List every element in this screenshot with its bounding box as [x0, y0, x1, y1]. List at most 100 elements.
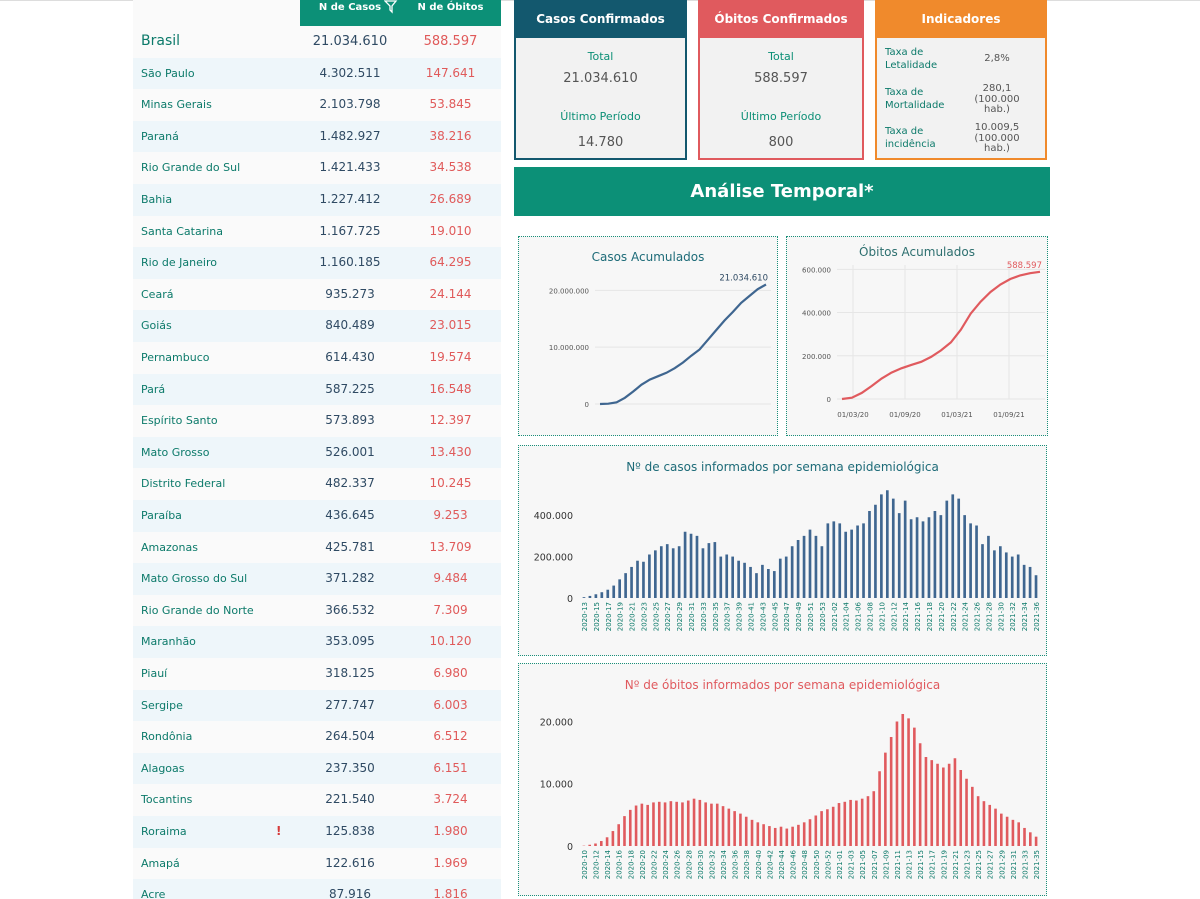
- table-row[interactable]: Mato Grosso do Sul 371.282 9.484: [133, 563, 501, 595]
- row-name: Minas Gerais: [141, 98, 212, 112]
- row-name: Pará: [141, 382, 166, 396]
- y-tick-label: 600.000: [802, 266, 831, 274]
- row-deaths: 24.144: [429, 286, 472, 301]
- row-cases: 1.482.927: [319, 128, 381, 143]
- row-name: Rio Grande do Sul: [141, 161, 241, 175]
- x-tick-label: 2021-31: [1010, 850, 1018, 879]
- row-deaths: 1.969: [433, 855, 468, 870]
- table-row[interactable]: Roraima 125.838 1.980!: [133, 816, 501, 848]
- row-deaths: 13.430: [429, 444, 472, 459]
- row-cases: 318.125: [325, 666, 375, 680]
- x-tick-label: 2020-37: [724, 602, 732, 631]
- row-name: Goiás: [141, 319, 172, 333]
- x-tick-label: 2021-02: [831, 602, 839, 631]
- row-deaths: 23.015: [429, 318, 472, 333]
- x-tick-label: 2020-22: [651, 850, 659, 879]
- row-cases: 436.645: [325, 508, 375, 522]
- y-tick-label: 200.000: [534, 553, 573, 564]
- row-deaths: 6.980: [433, 666, 468, 680]
- header-cases[interactable]: N de Casos: [318, 2, 382, 13]
- table-row[interactable]: Bahia 1.227.412 26.689: [133, 184, 501, 216]
- table-row[interactable]: Espírito Santo 573.893 12.397: [133, 405, 501, 437]
- table-row[interactable]: Paraíba 436.645 9.253: [133, 500, 501, 532]
- x-tick-label: 2020-42: [766, 850, 774, 879]
- x-tick-label: 2021-04: [843, 601, 851, 631]
- table-row[interactable]: Goiás 840.489 23.015: [133, 310, 501, 342]
- temporal-analysis-banner: Análise Temporal*: [514, 167, 1050, 216]
- warning-icon[interactable]: !: [276, 824, 282, 838]
- row-cases: 366.532: [325, 602, 375, 617]
- table-row[interactable]: Minas Gerais 2.103.798 53.845: [133, 89, 501, 121]
- header-deaths[interactable]: N de Óbitos: [417, 2, 484, 13]
- row-deaths: 10.120: [429, 634, 472, 649]
- card-confirmed-cases: Casos Confirmados Total 21.034.610 Últim…: [514, 0, 687, 160]
- table-row[interactable]: Rondônia 264.504 6.512: [133, 721, 501, 753]
- x-tick-label: 2021-13: [906, 850, 914, 879]
- x-tick-label: 2020-46: [790, 849, 798, 879]
- row-name: Paraná: [141, 129, 179, 143]
- table-row[interactable]: Amazonas 425.781 13.709: [133, 532, 501, 564]
- filter-icon[interactable]: [384, 0, 398, 14]
- weekly-deaths-svg: Nº de óbitos informados por semana epide…: [540, 678, 1041, 879]
- table-row[interactable]: Paraná 1.482.927 38.216: [133, 120, 501, 153]
- row-cases: 573.893: [325, 413, 375, 428]
- row-name: Rio de Janeiro: [141, 256, 217, 270]
- row-name: Tocantins: [141, 793, 193, 807]
- x-tick-label: 2020-45: [771, 602, 779, 631]
- table-row[interactable]: São Paulo 4.302.511 147.641: [133, 57, 501, 90]
- table-row[interactable]: Pernambuco 614.430 19.574: [133, 342, 501, 374]
- table-row[interactable]: Santa Catarina 1.167.725 19.010: [133, 216, 501, 248]
- table-row[interactable]: Rio de Janeiro 1.160.185 64.295: [133, 247, 501, 279]
- y-tick-label: 0: [567, 594, 573, 605]
- card-cases-title: Casos Confirmados: [516, 0, 685, 38]
- row-deaths: 9.484: [433, 571, 468, 586]
- row-deaths: 16.548: [429, 381, 472, 396]
- series-line: [841, 270, 1041, 401]
- x-tick-label: 2020-41: [748, 602, 756, 631]
- row-name: Roraima: [141, 825, 187, 838]
- x-tick-label: 2020-18: [627, 850, 635, 879]
- table-row[interactable]: Piauí 318.125 6.980: [133, 658, 501, 690]
- x-tick-label: 2021-11: [894, 850, 902, 879]
- x-tick-label: 01/09/20: [889, 411, 920, 419]
- table-row[interactable]: Rio Grande do Norte 366.532 7.309: [133, 595, 501, 627]
- y-tick-label: 10.000: [540, 780, 573, 791]
- table-row[interactable]: Amapá 122.616 1.969: [133, 848, 501, 880]
- x-tick-label: 2020-43: [759, 602, 767, 631]
- table-row[interactable]: Alagoas 237.350 6.151: [133, 752, 501, 785]
- table-row[interactable]: Tocantins 221.540 3.724: [133, 784, 501, 816]
- x-tick-label: 2020-12: [593, 850, 601, 879]
- row-name: Paraíba: [141, 509, 182, 522]
- x-tick-label: 2020-36: [732, 849, 740, 879]
- state-table: N de Casos N de Óbitos Brasil 21.034.610 5…: [133, 0, 501, 899]
- table-row-brasil[interactable]: Brasil 21.034.610 588.597: [133, 26, 501, 58]
- y-tick-label: 0: [567, 842, 573, 853]
- row-name: Amapá: [141, 856, 180, 870]
- table-row[interactable]: Rio Grande do Sul 1.421.433 34.538: [133, 152, 501, 184]
- table-row[interactable]: Ceará 935.273 24.144: [133, 279, 501, 311]
- chart-weekly-cases: Nº de casos informados por semana epidem…: [518, 445, 1047, 656]
- lethality-value: 2,8%: [984, 53, 1010, 64]
- table-row[interactable]: Acre 87.916 1.816: [133, 879, 501, 899]
- x-tick-label: 2021-18: [926, 602, 934, 631]
- row-name: Maranhão: [141, 635, 196, 649]
- x-tick-label: 2021-22: [950, 602, 958, 631]
- last-value-label: 588.597: [1007, 261, 1042, 271]
- chart-cumulative-cases: Casos Acumulados 0 10.000.000 20.000.000 21.…: [518, 236, 778, 436]
- x-tick-label: 2020-49: [795, 602, 803, 631]
- table-row[interactable]: Mato Grosso 526.001 13.430: [133, 436, 501, 469]
- x-tick-label: 2021-21: [952, 850, 960, 879]
- row-cases: 122.616: [325, 855, 375, 870]
- row-cases: 21.034.610: [312, 34, 388, 49]
- x-tick-label: 2021-29: [998, 850, 1006, 879]
- x-tick-label: 2020-27: [664, 602, 672, 631]
- x-tick-label: 2020-50: [813, 850, 821, 879]
- x-tick-label: 2021-32: [1009, 602, 1017, 631]
- row-deaths: 26.689: [429, 192, 472, 206]
- table-row[interactable]: Maranhão 353.095 10.120: [133, 626, 501, 658]
- table-row[interactable]: Distrito Federal 482.337 10.245: [133, 468, 501, 500]
- table-row[interactable]: Sergipe 277.747 6.003: [133, 689, 501, 722]
- table-row[interactable]: Pará 587.225 16.548: [133, 373, 501, 406]
- x-tick-label: 2021-30: [997, 602, 1005, 631]
- cases-period-value: 14.780: [577, 135, 624, 150]
